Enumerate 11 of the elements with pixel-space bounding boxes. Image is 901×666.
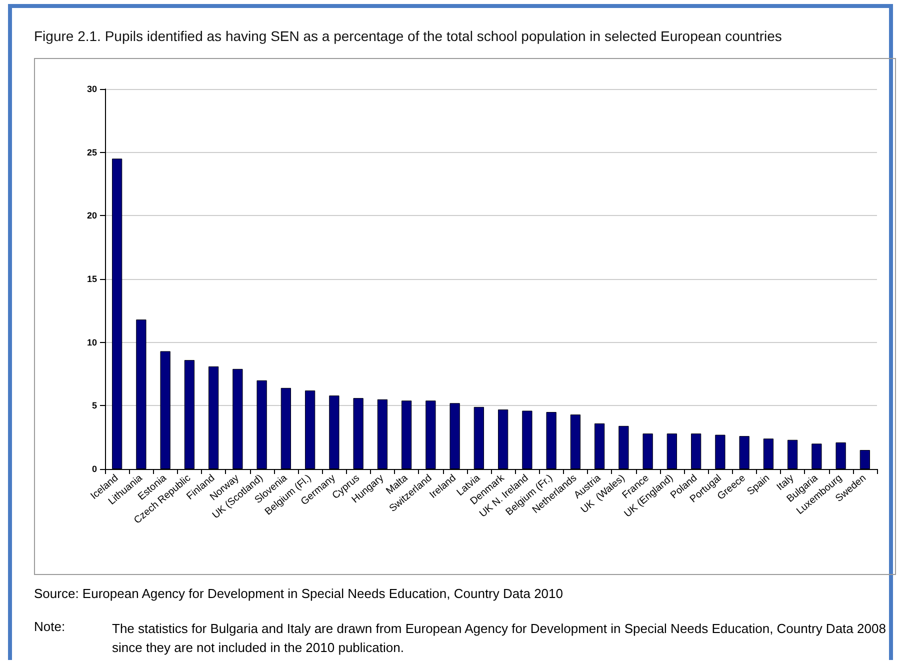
text: The statistics for Bulgaria and Italy are drawn from European Agency for Development in Special Needs Education, Country Data 2008 since they are not included in the 2010 publication. [112, 620, 887, 657]
chart-title: Figure 2.1. Pupils identified as having SEN as a percentage of the total school population in selected European countries [34, 28, 782, 44]
y-tick-label: 0 [92, 464, 97, 474]
text: Note: [34, 619, 66, 634]
y-tick-label: 30 [86, 84, 97, 94]
y-tick-label: 10 [86, 337, 97, 348]
y-tick-label: 15 [86, 274, 97, 284]
source-note: Source: European Agency for Development in Special Needs Education, Country Data 2010 [34, 586, 563, 601]
y-tick-label: 25 [86, 147, 97, 158]
y-tick-label: 20 [86, 210, 97, 221]
y-tick-label: 5 [92, 400, 97, 411]
